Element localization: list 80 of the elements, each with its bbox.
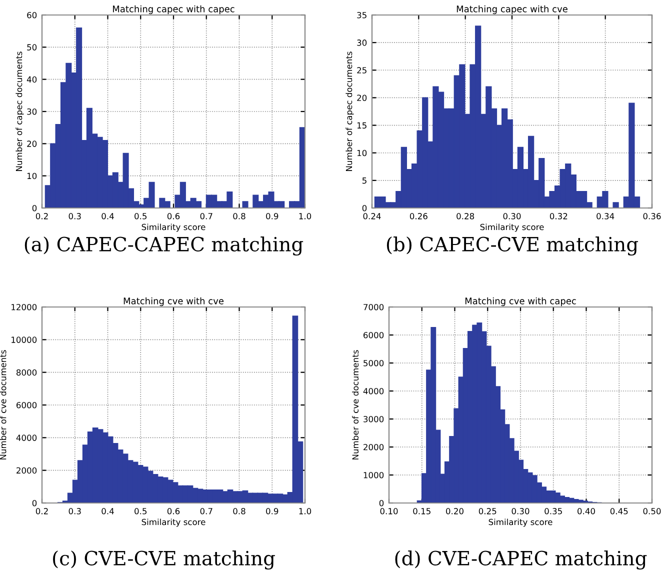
y-axis-title: Number of capec documents — [346, 52, 354, 171]
y-tick-label: 15 — [357, 122, 366, 129]
x-tick-label: 0.34 — [596, 213, 614, 220]
y-tick-label: 10000 — [12, 336, 37, 343]
y-tick-label: 35 — [357, 12, 366, 18]
x-tick-label: 0.8 — [233, 508, 246, 514]
y-tick-label: 0 — [32, 204, 37, 212]
y-tick-label: 6000 — [364, 332, 384, 338]
x-tick-label: 0.2 — [36, 213, 48, 220]
x-tick-label: 0.30 — [512, 508, 530, 514]
chart-title: Matching capec with capec — [113, 5, 234, 14]
x-tick-label: 0.7 — [200, 213, 212, 220]
y-tick-label: 7000 — [364, 304, 384, 310]
y-tick-label: 1000 — [364, 472, 384, 478]
y-tick-label: 0 — [32, 500, 37, 506]
x-axis-title: Similarity score — [488, 518, 552, 527]
x-tick-label: 0.4 — [102, 213, 114, 220]
x-tick-label: 0.45 — [610, 508, 628, 514]
y-tick-label: 30 — [27, 108, 37, 115]
x-tick-label: 0.4 — [102, 508, 114, 514]
y-axis-title: Number of capec documents — [16, 52, 24, 171]
x-tick-label: 0.24 — [363, 213, 381, 220]
y-tick-label: 4000 — [16, 434, 37, 441]
y-tick-label: 10 — [357, 150, 367, 156]
x-tick-label: 0.25 — [478, 508, 496, 514]
y-tick-label: 25 — [357, 67, 366, 74]
y-axis-title: Number of cve documents — [352, 350, 359, 460]
x-tick-label: 0.6 — [167, 508, 180, 514]
x-axis-title: Similarity score — [142, 224, 206, 232]
x-tick-label: 0.30 — [503, 213, 521, 220]
x-tick-label: 0.10 — [380, 508, 398, 514]
x-tick-label: 0.28 — [456, 213, 474, 220]
x-tick-label: 0.32 — [550, 213, 568, 220]
chart-title: Matching cve with cve — [124, 297, 224, 306]
chart-title: Matching capec with cve — [456, 5, 568, 14]
y-tick-label: 0 — [362, 204, 367, 212]
x-tick-label: 0.15 — [413, 508, 430, 514]
y-tick-label: 5 — [362, 178, 366, 184]
y-tick-label: 20 — [357, 94, 367, 101]
y-tick-label: 30 — [357, 40, 367, 46]
y-tick-label: 6000 — [16, 402, 37, 408]
x-tick-label: 0.2 — [36, 508, 48, 514]
y-tick-label: 12000 — [12, 304, 37, 310]
y-tick-label: 10 — [27, 172, 37, 180]
y-tick-label: 50 — [27, 44, 37, 50]
y-tick-label: 3000 — [364, 416, 384, 422]
x-axis-title: Similarity score — [480, 224, 544, 232]
x-tick-label: 0.26 — [410, 213, 428, 220]
x-tick-label: 0.35 — [544, 508, 562, 514]
x-tick-label: 0.40 — [578, 508, 595, 514]
x-tick-label: 0.36 — [643, 213, 661, 220]
text: (c) CVE-CVE matching — [53, 550, 275, 570]
y-tick-label: 0 — [379, 500, 384, 506]
x-tick-label: 0.6 — [167, 213, 180, 220]
x-tick-label: 0.20 — [446, 508, 464, 514]
y-tick-label: 40 — [26, 76, 37, 83]
x-tick-label: 0.7 — [200, 508, 212, 514]
text: (a) CAPEC-CAPEC matching — [24, 236, 304, 256]
x-tick-label: 0.8 — [233, 213, 246, 220]
x-tick-label: 0.5 — [134, 213, 147, 220]
chart-title: Matching cve with capec — [465, 297, 576, 306]
y-tick-label: 60 — [27, 12, 37, 18]
y-tick-label: 2000 — [364, 444, 384, 450]
x-tick-label: 1.0 — [299, 508, 312, 514]
x-tick-label: 0.3 — [68, 508, 81, 514]
y-axis-title: Number of cve documents — [0, 350, 6, 460]
x-tick-label: 1.0 — [299, 213, 312, 220]
x-tick-label: 0.50 — [643, 508, 661, 514]
y-tick-label: 4000 — [363, 388, 384, 394]
x-tick-label: 0.5 — [134, 508, 147, 514]
y-tick-label: 5000 — [364, 360, 384, 366]
x-tick-label: 0.9 — [266, 213, 278, 220]
y-tick-label: 8000 — [16, 369, 37, 376]
x-tick-label: 0.9 — [266, 508, 278, 514]
x-axis-title: Similarity score — [142, 518, 206, 527]
text: (b) CAPEC-CVE matching — [386, 236, 638, 256]
y-tick-label: 2000 — [16, 467, 37, 474]
text: (d) CVE-CAPEC matching — [395, 550, 647, 570]
x-tick-label: 0.3 — [68, 213, 81, 220]
y-tick-label: 20 — [27, 140, 37, 147]
